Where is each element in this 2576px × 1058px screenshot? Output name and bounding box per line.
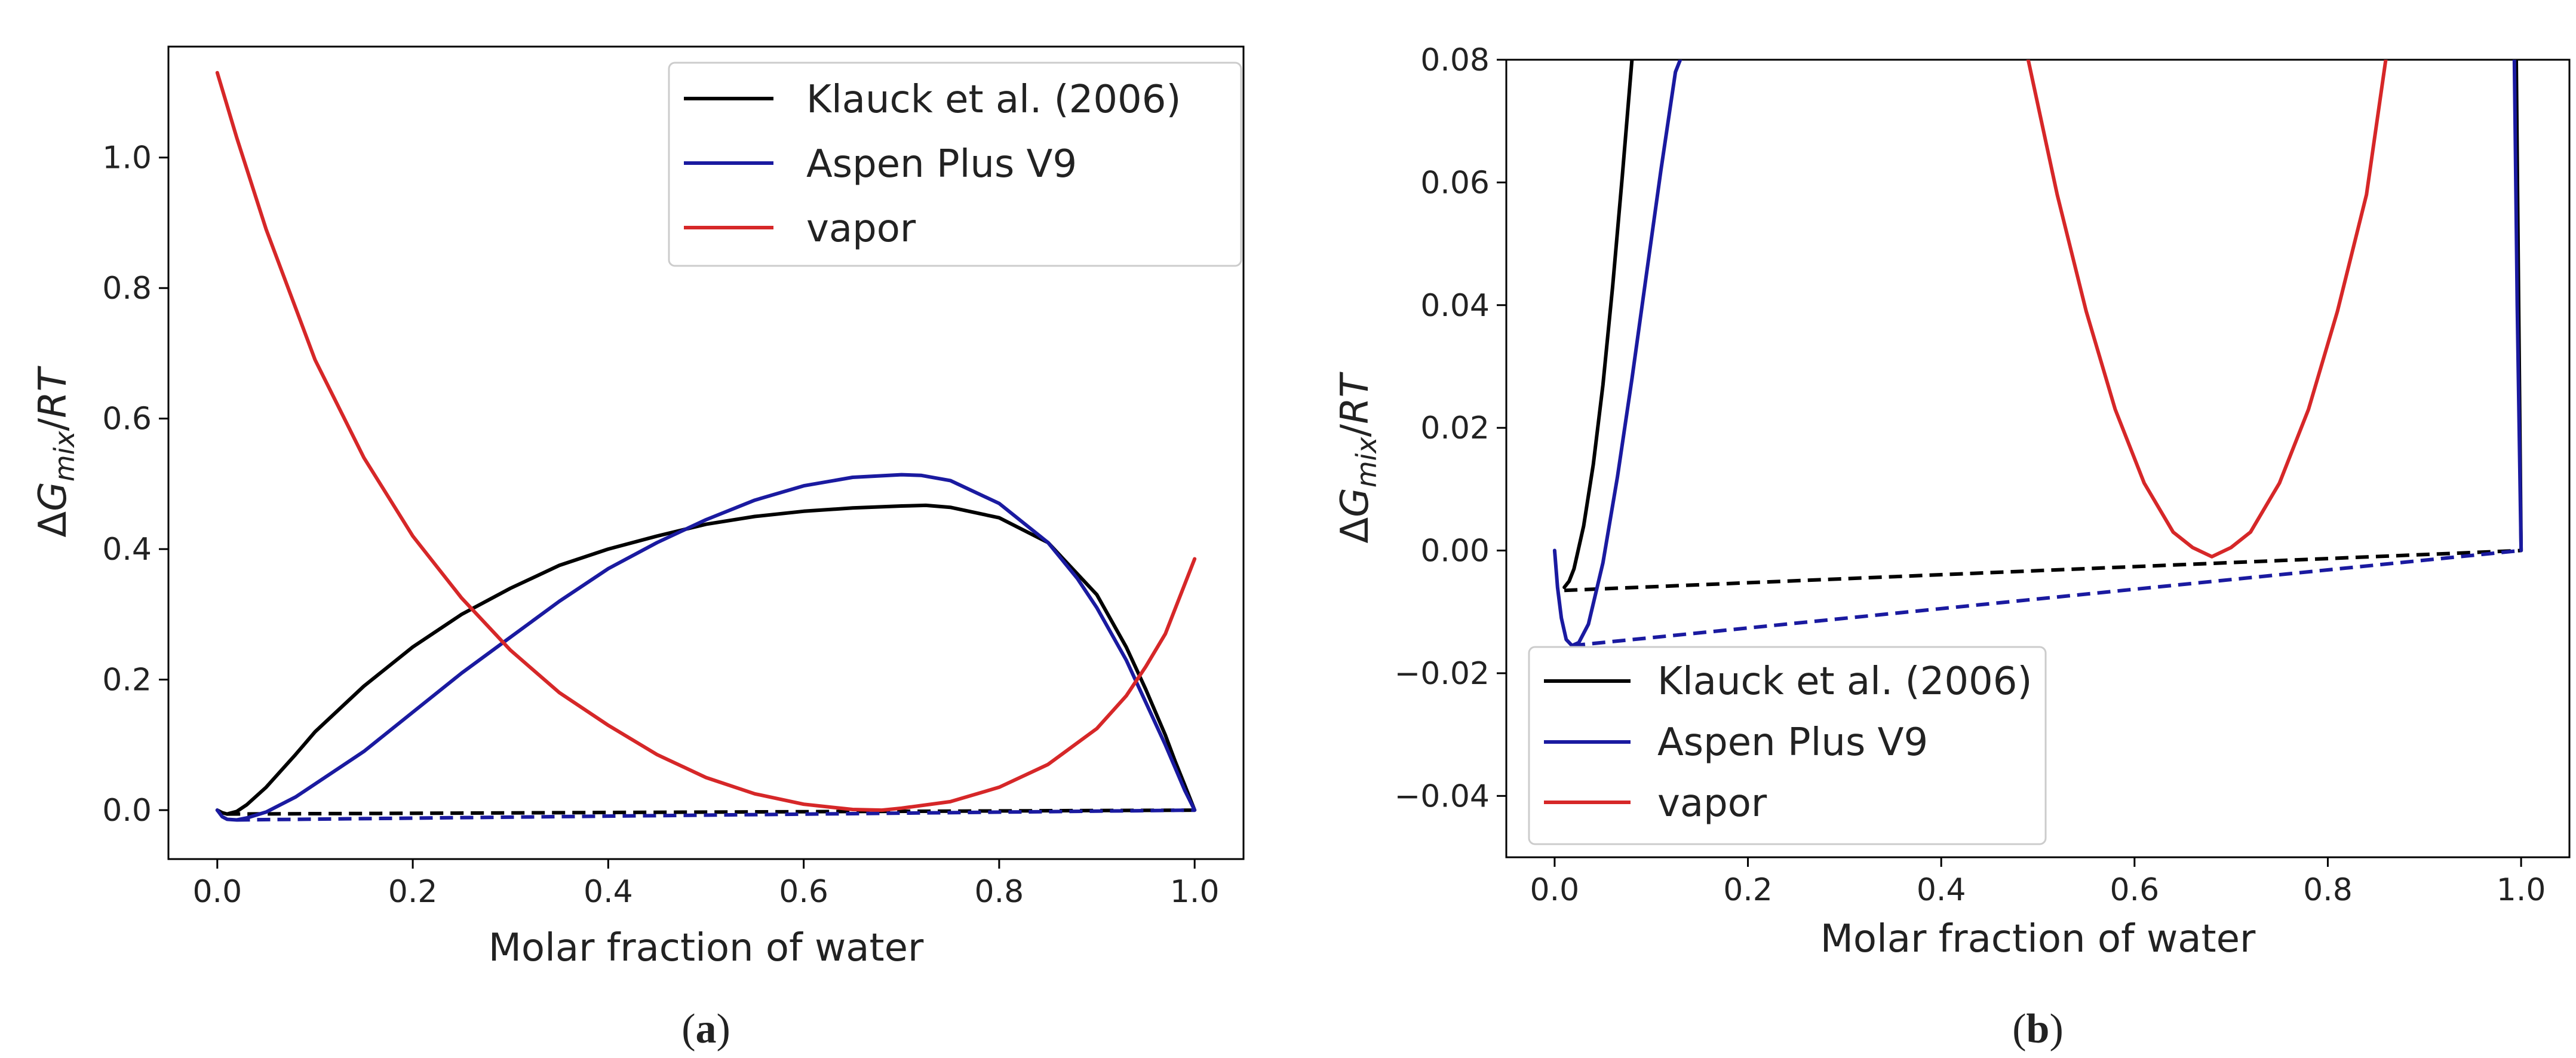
legend-label: Aspen Plus V9 (806, 142, 1077, 186)
series-line-aspen-tangent (1571, 548, 2522, 648)
y-ticks: −0.04 −0.02 0.00 0.02 0.04 0.06 0.08 (1395, 42, 1506, 814)
x-tick-label: 1.0 (1170, 874, 1220, 910)
legend-label: Klauck et al. (2006) (1657, 660, 2032, 704)
series-line-aspen (1552, 60, 1682, 648)
series-line-aspen-tangent (237, 808, 1195, 822)
legend-label: vapor (1657, 781, 1767, 826)
series-layer (1552, 60, 2523, 648)
legend-frame (668, 62, 1242, 267)
panel-label-b: (b) (2012, 1006, 2064, 1052)
series-line-klauck-tangent (1564, 548, 2522, 593)
x-tick-label: 0.0 (1530, 872, 1580, 908)
legend: Klauck et al. (2006) Aspen Plus V9 vapor (668, 62, 1242, 267)
y-tick-label: 0.0 (102, 793, 152, 829)
chart-panel-a: 0.0 0.2 0.4 0.6 0.8 1.0 0.0 0.2 0.4 0.6 0.8 1.0 Mo… (31, 45, 1245, 1052)
series-line-aspen (215, 473, 1197, 822)
legend-entry-vapor: vapor (1544, 781, 1767, 826)
series-line-aspen-right (2512, 60, 2523, 553)
legend-entry-vapor: vapor (684, 207, 916, 251)
x-tick-label: 0.8 (975, 874, 1024, 910)
series-line-klauck (215, 503, 1197, 816)
y-tick-label: 0.6 (102, 401, 152, 437)
y-tick-label: 0.8 (102, 271, 152, 306)
legend-label: Aspen Plus V9 (1657, 720, 1928, 765)
legend-frame (1528, 646, 2047, 845)
x-tick-label: 0.0 (192, 874, 242, 910)
series-line-vapor (215, 70, 1197, 812)
y-tick-label: −0.02 (1395, 656, 1490, 692)
legend-label: Klauck et al. (2006) (806, 78, 1181, 122)
legend: Klauck et al. (2006) Aspen Plus V9 vapor (1528, 646, 2047, 845)
y-tick-label: 0.02 (1420, 410, 1490, 446)
legend-entry-aspen: Aspen Plus V9 (684, 142, 1077, 186)
legend-entry-aspen: Aspen Plus V9 (1544, 720, 1928, 765)
series-line-vapor (2026, 60, 2388, 559)
x-tick-label: 0.4 (584, 874, 633, 910)
y-tick-label: 0.08 (1420, 42, 1490, 78)
x-ticks: 0.0 0.2 0.4 0.6 0.8 1.0 (192, 859, 1220, 910)
x-tick-label: 0.8 (2303, 872, 2353, 908)
x-tick-label: 0.4 (1917, 872, 1966, 908)
y-tick-label: 0.4 (102, 532, 152, 568)
legend-entry-klauck: Klauck et al. (2006) (684, 78, 1181, 122)
x-tick-label: 0.2 (1723, 872, 1773, 908)
x-ticks: 0.0 0.2 0.4 0.6 0.8 1.0 (1530, 857, 2546, 908)
y-tick-label: 0.06 (1420, 165, 1490, 201)
panel-label-a: (a) (681, 1006, 730, 1052)
x-axis-label: Molar fraction of water (1820, 917, 2256, 961)
y-axis-label: ΔGmix/RT (1333, 371, 1383, 543)
legend-entry-klauck: Klauck et al. (2006) (1544, 660, 2032, 704)
x-tick-label: 1.0 (2497, 872, 2546, 908)
y-axis-label: ΔGmix/RT (31, 365, 81, 537)
y-tick-label: 1.0 (102, 140, 152, 176)
y-tick-label: 0.00 (1420, 533, 1490, 569)
x-tick-label: 0.2 (388, 874, 438, 910)
series-line-klauck (1562, 60, 1634, 590)
legend-label: vapor (806, 207, 916, 251)
x-tick-label: 0.6 (779, 874, 828, 910)
x-axis-label: Molar fraction of water (489, 926, 924, 970)
y-tick-label: 0.04 (1420, 288, 1490, 324)
chart-panel-b: 0.0 0.2 0.4 0.6 0.8 1.0 −0.04 −0.02 0.00 0.02 0.0… (1333, 42, 2571, 1052)
x-tick-label: 0.6 (2110, 872, 2159, 908)
y-ticks: 0.0 0.2 0.4 0.6 0.8 1.0 (102, 140, 168, 829)
series-layer (215, 70, 1197, 822)
y-tick-label: −0.04 (1395, 778, 1490, 814)
y-tick-label: 0.2 (102, 663, 152, 698)
